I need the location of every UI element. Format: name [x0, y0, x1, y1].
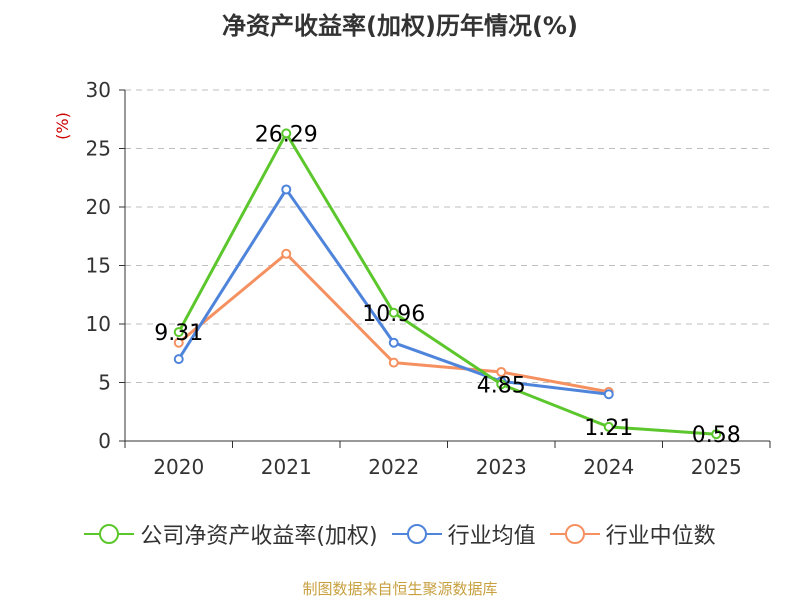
- y-axis-label: (%): [53, 112, 72, 140]
- data-label: 10.96: [362, 302, 425, 327]
- legend-line-circle-icon: [549, 524, 600, 544]
- x-tick-label: 2021: [261, 455, 312, 479]
- data-point[interactable]: [496, 379, 507, 390]
- data-point[interactable]: [173, 337, 184, 348]
- x-tick-label: 2025: [691, 455, 742, 479]
- data-point[interactable]: [281, 128, 292, 139]
- x-tick-label: 2022: [368, 455, 419, 479]
- y-tick-label: 5: [98, 371, 111, 395]
- data-label: 26.29: [255, 122, 318, 147]
- y-tick-label: 20: [86, 195, 111, 219]
- data-point[interactable]: [388, 357, 399, 368]
- legend-line-circle-icon: [391, 524, 442, 544]
- series-line-0: [177, 131, 717, 436]
- legend-line-circle-icon: [84, 524, 135, 544]
- chart-title: 净资产收益率(加权)历年情况(%): [222, 12, 578, 40]
- data-point[interactable]: [388, 337, 399, 348]
- data-point[interactable]: [173, 327, 184, 338]
- y-tick-label: 25: [86, 137, 111, 161]
- data-point[interactable]: [603, 421, 614, 432]
- data-label: 4.85: [477, 373, 526, 398]
- legend-item-company[interactable]: 公司净资产收益率(加权): [84, 518, 378, 550]
- source-note: 制图数据来自恒生聚源数据库: [302, 580, 498, 598]
- data-point[interactable]: [173, 354, 184, 365]
- grid-lines: [125, 89, 770, 383]
- legend-item-industry-median[interactable]: 行业中位数: [549, 518, 716, 550]
- legend-label-industry-mean: 行业均值: [447, 524, 536, 549]
- x-tick-label: 2023: [476, 455, 527, 479]
- data-point[interactable]: [281, 248, 292, 259]
- x-tick-label: 2024: [583, 455, 634, 479]
- legend-label-company: 公司净资产收益率(加权): [140, 524, 378, 549]
- data-point[interactable]: [496, 366, 507, 377]
- legend-label-industry-median: 行业中位数: [605, 524, 716, 549]
- x-tick-label: 2020: [153, 455, 204, 479]
- legend: 公司净资产收益率(加权) 行业均值 行业中位数: [0, 518, 800, 550]
- y-tick-labels: 0 5 10 15 20 25 30: [86, 78, 125, 453]
- y-tick-label: 15: [86, 254, 111, 278]
- y-tick-label: 30: [86, 78, 111, 102]
- y-tick-label: 0: [98, 429, 111, 453]
- data-point[interactable]: [388, 307, 399, 318]
- series-lines: [173, 128, 722, 440]
- legend-item-industry-mean[interactable]: 行业均值: [391, 518, 536, 550]
- data-point[interactable]: [281, 184, 292, 195]
- data-labels: 9.31 26.29 10.96 4.85 1.21 0.58: [154, 122, 740, 448]
- y-tick-label: 10: [86, 312, 111, 336]
- data-label: 1.21: [584, 416, 633, 441]
- x-tick-labels: 2020 2021 2022 2023 2024 2025: [124, 441, 771, 479]
- data-label: 9.31: [154, 321, 203, 346]
- data-point[interactable]: [603, 389, 614, 400]
- data-point[interactable]: [711, 429, 722, 440]
- data-label: 0.58: [692, 423, 741, 448]
